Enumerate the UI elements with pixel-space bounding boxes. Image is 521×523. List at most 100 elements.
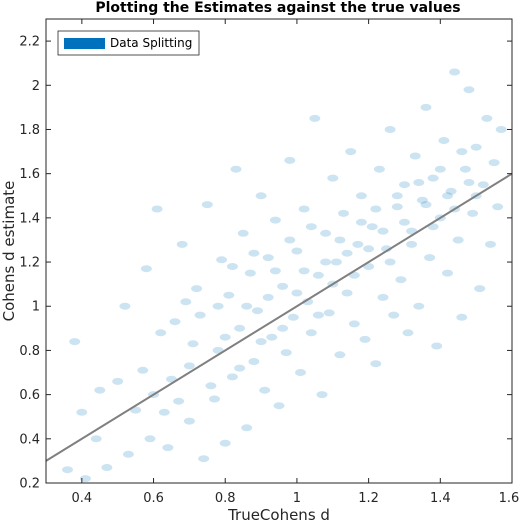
data-point-127: [313, 312, 324, 319]
x-tick-label: 1.2: [358, 491, 379, 506]
data-points: [62, 69, 507, 483]
data-point-42: [291, 248, 302, 255]
data-point-16: [191, 285, 202, 292]
data-point-75: [410, 153, 421, 160]
data-point-126: [306, 223, 317, 230]
data-point-96: [485, 241, 496, 248]
data-point-119: [256, 338, 267, 345]
data-point-65: [374, 166, 385, 173]
data-point-44: [299, 206, 310, 213]
data-point-10: [159, 409, 170, 416]
data-point-8: [145, 435, 156, 442]
data-point-89: [460, 166, 471, 173]
data-point-79: [424, 254, 435, 261]
y-tick-label: 1: [32, 300, 40, 315]
data-point-142: [421, 201, 432, 208]
data-point-106: [155, 329, 166, 336]
data-point-69: [388, 312, 399, 319]
data-point-103: [123, 451, 134, 458]
data-point-145: [442, 192, 453, 199]
data-point-73: [403, 329, 414, 336]
data-point-7: [141, 265, 152, 272]
data-point-115: [227, 263, 238, 270]
data-point-141: [413, 179, 424, 186]
data-point-124: [291, 290, 302, 297]
data-point-1: [69, 338, 80, 345]
data-point-36: [270, 217, 281, 224]
data-point-83: [438, 137, 449, 144]
data-point-9: [152, 206, 163, 213]
data-point-109: [180, 298, 191, 305]
data-point-138: [392, 192, 403, 199]
data-point-18: [202, 201, 213, 208]
legend-swatch: [64, 38, 105, 49]
data-point-102: [112, 378, 123, 385]
y-tick-label: 2.2: [19, 35, 40, 50]
y-tick-label: 0.4: [19, 432, 40, 447]
x-tick-label: 0.4: [72, 491, 93, 506]
y-tick-label: 0.8: [19, 344, 40, 359]
plot-area-frame: [46, 19, 512, 483]
data-point-68: [385, 126, 396, 133]
data-point-37: [274, 402, 285, 409]
data-point-23: [223, 292, 234, 299]
data-point-108: [173, 398, 184, 405]
y-axis-label: Cohens d estimate: [0, 181, 18, 322]
data-point-111: [195, 312, 206, 319]
data-point-60: [356, 192, 367, 199]
data-point-11: [162, 444, 173, 451]
data-point-22: [220, 440, 231, 447]
x-tick-label: 1.4: [430, 491, 451, 506]
data-point-113: [213, 303, 224, 310]
data-point-43: [295, 369, 306, 376]
data-point-48: [313, 272, 324, 279]
data-point-70: [392, 203, 403, 210]
reference-line: [46, 174, 512, 461]
data-point-112: [205, 382, 216, 389]
data-point-101: [91, 435, 102, 442]
x-axis-label: TrueCohens d: [227, 506, 330, 523]
data-point-4: [101, 464, 112, 471]
data-point-121: [270, 267, 281, 274]
data-point-32: [256, 192, 267, 199]
data-point-0: [62, 466, 73, 473]
data-point-59: [352, 241, 363, 248]
x-tick-label: 1.6: [499, 491, 520, 506]
y-tick-label: 1.2: [19, 256, 40, 271]
data-point-114: [220, 334, 231, 341]
data-point-49: [317, 391, 328, 398]
data-point-66: [378, 294, 389, 301]
y-axis: 0.2 0.4 0.6 0.8 1 1.2 1.4 1.6 1.8 2 2.2: [19, 35, 512, 492]
data-point-54: [334, 351, 345, 358]
data-point-47: [309, 115, 320, 122]
data-point-95: [481, 115, 492, 122]
y-tick-label: 1.6: [19, 167, 40, 182]
data-point-40: [284, 157, 295, 164]
data-point-28: [241, 424, 252, 431]
data-point-24: [227, 373, 238, 380]
data-point-86: [449, 69, 460, 76]
data-point-56: [342, 290, 353, 297]
data-point-133: [356, 219, 367, 226]
data-point-27: [238, 230, 249, 237]
y-tick-label: 0.2: [19, 477, 40, 492]
data-point-19: [209, 396, 220, 403]
y-tick-label: 2: [32, 79, 40, 94]
data-point-137: [385, 259, 396, 266]
data-point-130: [334, 237, 345, 244]
data-point-41: [288, 314, 299, 321]
data-point-3: [94, 387, 105, 394]
data-point-97: [489, 159, 500, 166]
data-point-29: [245, 270, 256, 277]
data-point-33: [259, 387, 270, 394]
data-point-15: [188, 340, 199, 347]
data-point-94: [478, 181, 489, 188]
data-point-98: [492, 203, 503, 210]
data-point-128: [320, 259, 331, 266]
data-point-46: [306, 329, 317, 336]
data-point-140: [406, 241, 417, 248]
data-point-80: [428, 175, 439, 182]
legend: Data Splitting: [58, 31, 199, 55]
data-point-50: [320, 230, 331, 237]
